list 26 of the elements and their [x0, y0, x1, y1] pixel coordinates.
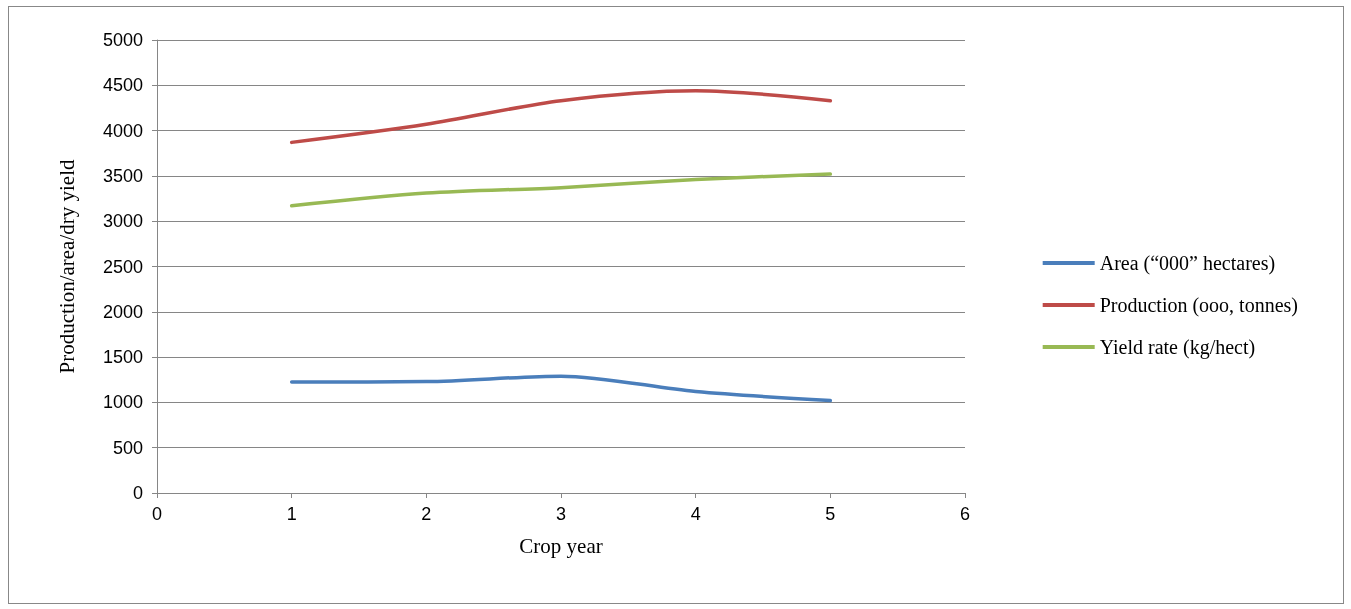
y-tick-label: 0 [132, 483, 143, 503]
x-tick-label: 6 [959, 504, 971, 524]
y-tick-label: 500 [112, 437, 143, 458]
y-axis-title: Production/area/dry yield [54, 159, 79, 374]
legend-label: Area (“000” hectares) [1099, 252, 1276, 275]
line-series [289, 374, 833, 403]
y-tick-label: 4500 [102, 75, 143, 96]
x-tick-label: 5 [825, 504, 836, 524]
y-tick-label: 2000 [102, 301, 143, 322]
legend-label: Yield rate (kg/hect) [1099, 336, 1256, 359]
y-tick-label: 5000 [102, 30, 143, 50]
line-series [289, 172, 833, 208]
y-tick-label: 3000 [102, 211, 143, 232]
y-tick-label: 1500 [102, 347, 143, 368]
legend-label: Production (ooo, tonnes) [1099, 294, 1298, 317]
line-series [289, 88, 833, 145]
x-tick-label: 0 [151, 504, 163, 524]
y-tick-label: 3500 [102, 165, 143, 186]
y-tick-label: 2500 [102, 256, 143, 277]
x-tick-label: 2 [421, 504, 432, 524]
y-tick-label: 1000 [102, 392, 143, 413]
x-tick-label: 4 [690, 504, 701, 524]
x-tick-label: 1 [286, 504, 297, 524]
x-axis-title: Crop year [519, 533, 603, 558]
x-tick-label: 3 [555, 504, 567, 524]
y-tick-label: 4000 [102, 120, 143, 141]
